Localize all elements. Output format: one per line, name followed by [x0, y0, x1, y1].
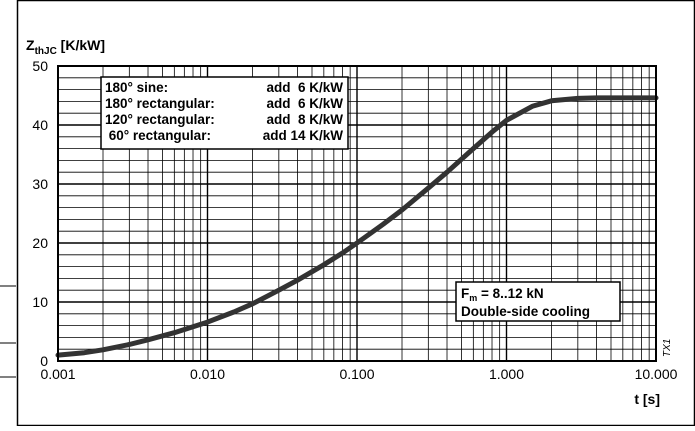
y-axis-title-unit: [K/kW]: [57, 37, 105, 53]
x-tick-label: 0.001: [40, 366, 75, 382]
y-tick-label: 10: [32, 294, 48, 310]
x-tick-label: 1.000: [489, 366, 524, 382]
figure-code: TX1: [662, 339, 673, 357]
y-axis-title-subscript: thJC: [35, 46, 57, 57]
correction-row-3-value: add 8 K/kW: [266, 112, 343, 127]
plot-area-border: [57, 65, 657, 362]
curve-layer: [55, 95, 659, 358]
correction-row-1-label: 180° sine:: [105, 80, 168, 95]
correction-row-4-label: 60° rectangular:: [105, 128, 211, 143]
mounting-annotation-box: [455, 281, 621, 322]
cooling-label: Double-side cooling: [461, 304, 590, 319]
x-tick-label: 10.000: [635, 366, 678, 382]
mounting-annotation: Fm = 8..12 kN Double-side cooling: [455, 281, 621, 322]
correction-row-1-value: add 6 K/kW: [266, 80, 343, 95]
correction-table-box: [100, 76, 349, 150]
y-tick-label: 40: [32, 117, 48, 133]
clamping-force-label: Fm = 8..12 kN: [461, 286, 544, 303]
x-axis-title: t [s]: [634, 391, 660, 407]
x-tick-label: 0.010: [190, 366, 225, 382]
correction-table: 180° sine: add 6 K/kW 180° rectangular: …: [100, 76, 349, 150]
y-tick-label: 20: [32, 235, 48, 251]
y-tick-label: 0: [40, 353, 48, 369]
correction-row-3-label: 120° rectangular:: [105, 112, 215, 127]
correction-row-4-value: add 14 K/kW: [263, 128, 344, 143]
tick-labels: 0 10 20 30 40 50 0.001 0.010 0.100 1.000 10.000: [32, 58, 677, 382]
y-tick-label: 50: [32, 58, 48, 74]
y-tick-label: 30: [32, 176, 48, 192]
thermal-impedance-curve: [55, 95, 659, 358]
x-tick-label: 0.100: [339, 366, 374, 382]
clamping-force-value: = 8..12 kN: [477, 286, 543, 301]
y-axis-title: ZthJC [K/kW]: [26, 37, 105, 57]
clamping-force-subscript: m: [469, 293, 477, 303]
correction-row-2-value: add 6 K/kW: [266, 96, 343, 111]
correction-row-2-label: 180° rectangular:: [105, 96, 215, 111]
